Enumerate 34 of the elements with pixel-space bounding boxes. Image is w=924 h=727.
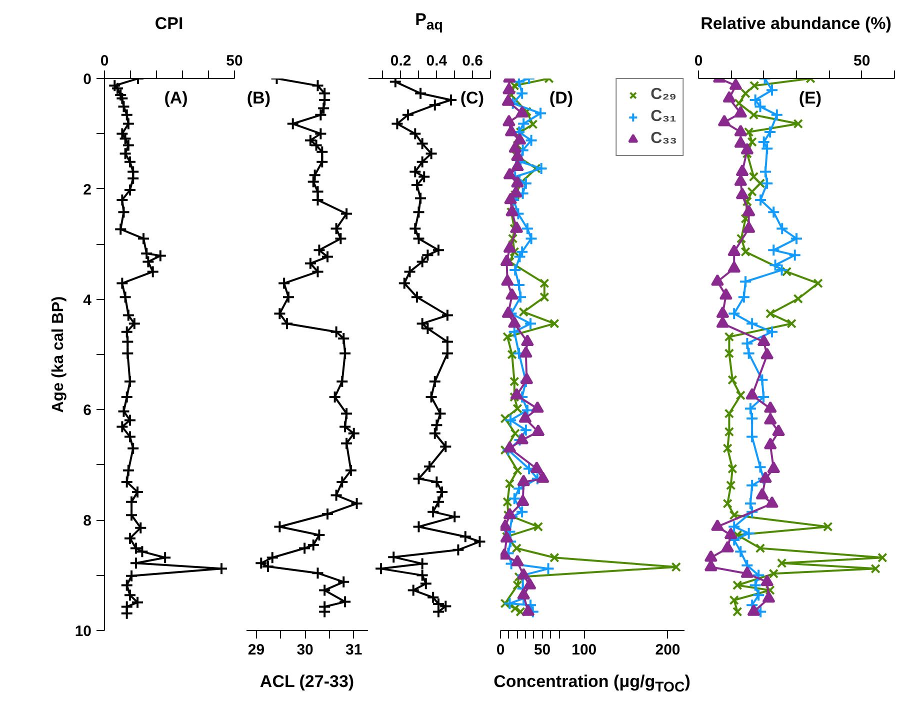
x-tick-label: 0: [496, 642, 505, 658]
x-axis-title: Concentration (μg/g$_{TOC}$): [494, 671, 690, 698]
x2-tick-label: 0.2: [390, 52, 412, 70]
y-tick-label: 8: [83, 512, 92, 530]
x2-axis-title: Relative abundance (%): [700, 12, 892, 35]
x-tick-label: 100: [572, 642, 597, 658]
x-tick-label: 50: [534, 642, 551, 658]
legend-label: C₃₃: [650, 130, 677, 148]
x-axis-title: ACL (27-33): [260, 671, 354, 693]
x2-tick-label: 0: [694, 52, 703, 70]
x2-tick-label: 0.6: [462, 52, 483, 70]
x-tick-label: 30: [296, 642, 314, 658]
x-tick-label: 31: [346, 642, 362, 658]
legend-label: C₃₁: [650, 108, 676, 126]
annotation: (B): [246, 88, 271, 108]
x2-tick-label: 0: [100, 52, 109, 70]
x-tick-label: 29: [248, 642, 265, 658]
annotation: (E): [798, 88, 822, 108]
annotation: (C): [460, 88, 484, 108]
y-tick-label: 4: [83, 292, 92, 309]
y-tick-label: 6: [83, 402, 92, 420]
x2-axis-title: CPI: [154, 12, 184, 35]
x2-tick-label: 50: [853, 52, 870, 70]
y-tick-label: 2: [83, 181, 92, 198]
y-axis-title: Age (ka cal BP): [50, 296, 67, 413]
annotation: (D): [549, 88, 574, 108]
x2-tick-label: 50: [226, 52, 243, 70]
legend-label: C₂₉: [650, 86, 677, 104]
y-tick-label: 0: [83, 71, 92, 88]
x2-tick-label: 0.4: [426, 52, 448, 70]
annotation: (A): [164, 88, 188, 108]
x2-axis-title: P$_{aq}$: [415, 9, 443, 36]
x-tick-label: 200: [655, 642, 680, 658]
y-tick-label: 10: [74, 623, 92, 640]
